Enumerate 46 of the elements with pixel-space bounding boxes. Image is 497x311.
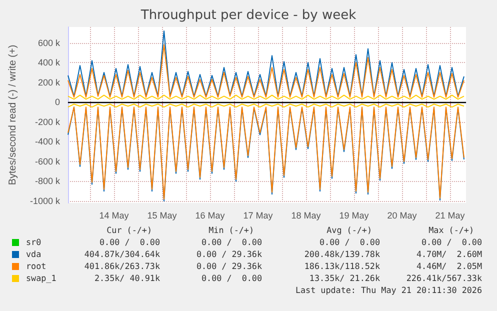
text: 200.48k/139.78k bbox=[304, 249, 380, 259]
legend-label: vda bbox=[26, 249, 42, 259]
text: 0.00 / 0.00 bbox=[319, 237, 380, 247]
text: Avg (-/+) bbox=[326, 225, 372, 235]
text: Max (-/+) bbox=[428, 225, 474, 235]
y-tick-label: -800 k bbox=[34, 176, 60, 186]
x-tick-label: 19 May bbox=[339, 210, 370, 220]
x-tick-label: 18 May bbox=[291, 210, 322, 220]
text: 0.00 / 0.00 bbox=[99, 237, 160, 247]
x-tick-label: 15 May bbox=[147, 210, 178, 220]
line-series bbox=[68, 44, 464, 98]
text: 4.70M/ 2.60M bbox=[416, 249, 482, 259]
legend-label: root bbox=[26, 261, 46, 271]
y-axis-title: Bytes/second read (-) / write (+) bbox=[8, 44, 18, 186]
x-tick-label: 16 May bbox=[195, 210, 226, 220]
chart-title: Throughput per device - by week bbox=[140, 8, 357, 23]
legend-label: swap_1 bbox=[26, 273, 56, 283]
text: 0.00 / 0.00 bbox=[421, 237, 482, 247]
x-tick-label: 14 May bbox=[99, 210, 130, 220]
text: 226.41k/567.33k bbox=[406, 273, 482, 283]
y-tick-label: -400 k bbox=[34, 136, 60, 147]
legend-label: sr0 bbox=[26, 237, 42, 247]
y-tick-label: -1000 k bbox=[30, 196, 60, 206]
y-tick-label: 200 k bbox=[38, 77, 60, 88]
text: 186.13k/118.52k bbox=[304, 261, 380, 271]
text: 2.35k/ 40.91k bbox=[94, 273, 160, 283]
x-tick-label: 17 May bbox=[243, 210, 274, 220]
y-tick-label: -600 k bbox=[34, 156, 60, 166]
text: 0.00 / 29.36k bbox=[196, 261, 262, 271]
x-tick-label: 21 May bbox=[435, 210, 466, 220]
line-series bbox=[68, 30, 464, 97]
text: Cur (-/+) bbox=[106, 225, 152, 235]
text: Min (-/+) bbox=[208, 225, 254, 235]
x-tick-label: 20 May bbox=[387, 210, 418, 220]
text: 4.46M/ 2.05M bbox=[416, 261, 482, 271]
text: 0.00 / 0.00 bbox=[201, 237, 262, 247]
text: 13.35k/ 21.26k bbox=[309, 273, 380, 283]
text: 0.00 / 0.00 bbox=[201, 273, 262, 283]
y-tick-label: 0 bbox=[54, 97, 60, 108]
y-tick-label: -200 k bbox=[34, 116, 60, 127]
text: Last update: Thu May 21 20:11:30 2026 bbox=[295, 285, 482, 295]
text: 404.87k/304.64k bbox=[84, 249, 160, 259]
y-tick-label: 400 k bbox=[38, 58, 60, 68]
text: 0.00 / 29.36k bbox=[196, 249, 262, 259]
y-tick-label: 600 k bbox=[38, 38, 60, 48]
text: 401.86k/263.73k bbox=[84, 261, 160, 271]
